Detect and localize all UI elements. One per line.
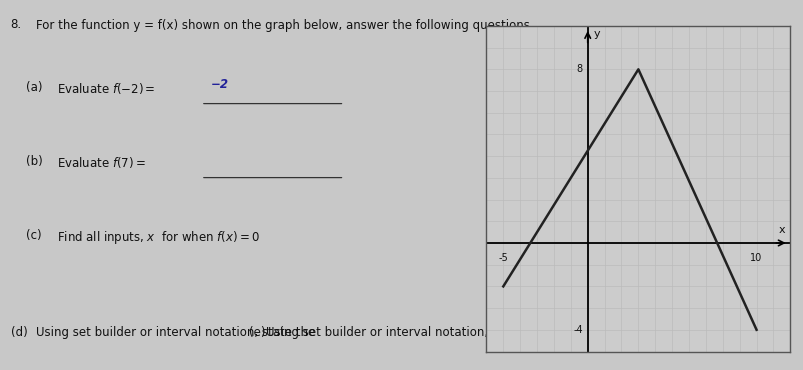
Text: (e): (e): [248, 326, 265, 339]
Text: -5: -5: [498, 253, 507, 263]
Text: −2: −2: [210, 78, 228, 91]
Text: Using set builder or interval notation, state the: Using set builder or interval notation, …: [265, 326, 544, 339]
Text: 10: 10: [749, 253, 762, 263]
Text: Evaluate $f(7) =$: Evaluate $f(7) =$: [57, 155, 146, 171]
Text: 8.: 8.: [10, 18, 22, 31]
Text: Using set builder or interval notation, state the: Using set builder or interval notation, …: [36, 326, 315, 339]
Text: Evaluate $f(-2)=$: Evaluate $f(-2)=$: [57, 81, 156, 97]
Text: Find all inputs, $x$  for when $f(x) = 0$: Find all inputs, $x$ for when $f(x) = 0$: [57, 229, 260, 246]
Text: (b): (b): [26, 155, 43, 168]
Text: -4: -4: [573, 325, 582, 335]
Text: 8: 8: [576, 64, 582, 74]
Text: (c): (c): [26, 229, 42, 242]
Text: y: y: [593, 29, 600, 39]
Text: For the function y = f(x) shown on the graph below, answer the following questio: For the function y = f(x) shown on the g…: [36, 18, 533, 31]
Text: x: x: [777, 225, 785, 235]
Text: (d): (d): [10, 326, 27, 339]
Text: (a): (a): [26, 81, 43, 94]
